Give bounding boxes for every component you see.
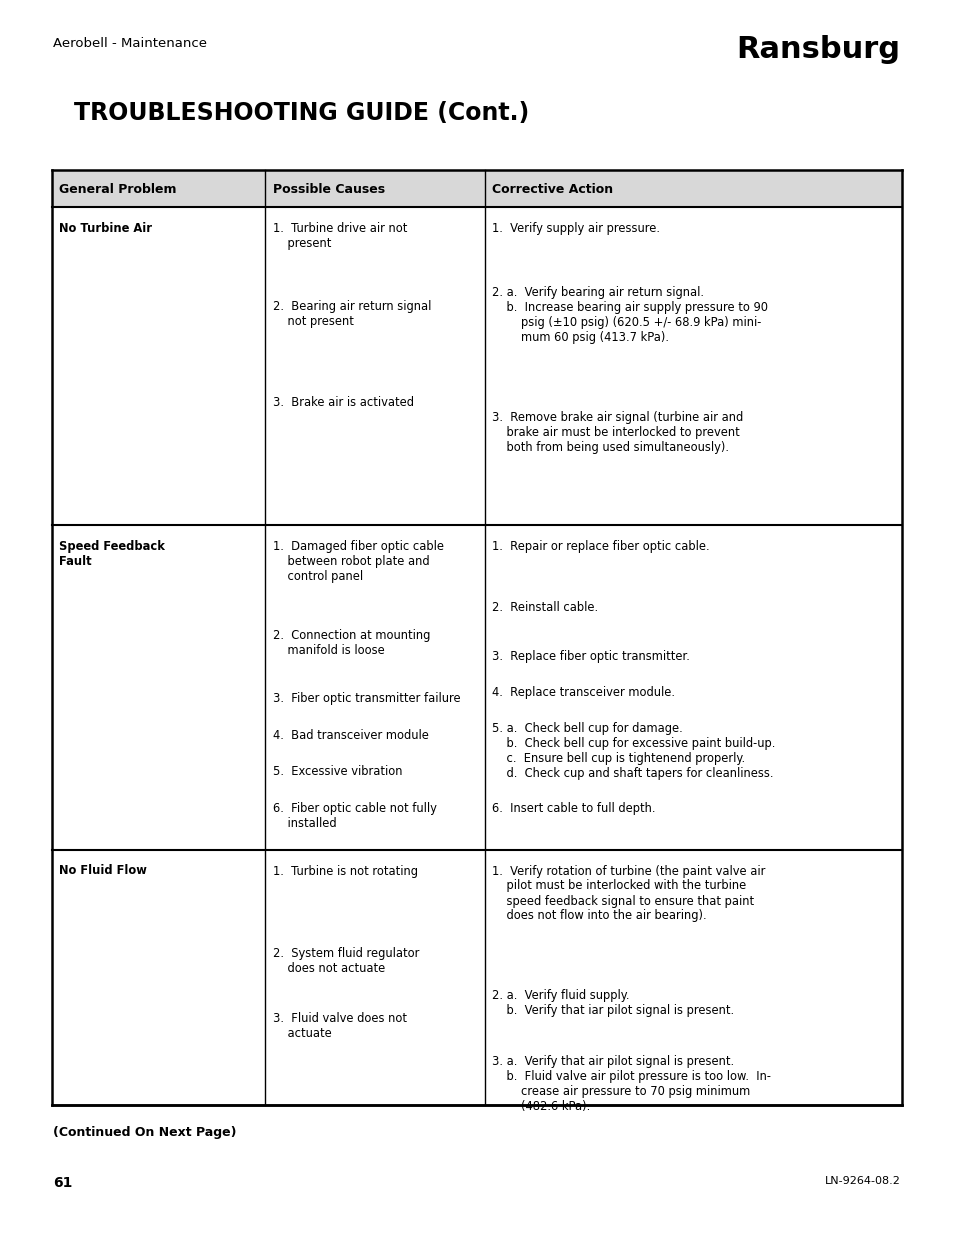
Text: 6.  Insert cable to full depth.: 6. Insert cable to full depth. — [492, 802, 655, 815]
Text: 1.  Damaged fiber optic cable
    between robot plate and
    control panel: 1. Damaged fiber optic cable between rob… — [273, 540, 443, 583]
Text: 2.  Reinstall cable.: 2. Reinstall cable. — [492, 600, 598, 614]
Text: 1.  Repair or replace fiber optic cable.: 1. Repair or replace fiber optic cable. — [492, 540, 709, 553]
Text: 3.  Brake air is activated: 3. Brake air is activated — [273, 396, 414, 410]
Text: LN-9264-08.2: LN-9264-08.2 — [823, 1176, 900, 1186]
Text: 2.  System fluid regulator
    does not actuate: 2. System fluid regulator does not actua… — [273, 946, 418, 974]
Text: Aerobell - Maintenance: Aerobell - Maintenance — [53, 37, 207, 51]
Text: TROUBLESHOOTING GUIDE (Cont.): TROUBLESHOOTING GUIDE (Cont.) — [74, 101, 529, 125]
Text: Speed Feedback
Fault: Speed Feedback Fault — [59, 540, 165, 568]
Text: No Fluid Flow: No Fluid Flow — [59, 864, 147, 878]
Text: 2.  Connection at mounting
    manifold is loose: 2. Connection at mounting manifold is lo… — [273, 630, 430, 657]
Text: 1.  Verify rotation of turbine (the paint valve air
    pilot must be interlocke: 1. Verify rotation of turbine (the paint… — [492, 864, 765, 923]
Text: Ransburg: Ransburg — [736, 35, 900, 63]
Text: 4.  Replace transceiver module.: 4. Replace transceiver module. — [492, 687, 675, 699]
Text: Corrective Action: Corrective Action — [492, 183, 613, 196]
Text: 1.  Verify supply air pressure.: 1. Verify supply air pressure. — [492, 222, 659, 236]
Text: 5.  Excessive vibration: 5. Excessive vibration — [273, 766, 402, 778]
Text: 2.  Bearing air return signal
    not present: 2. Bearing air return signal not present — [273, 300, 431, 329]
Text: 1.  Turbine is not rotating: 1. Turbine is not rotating — [273, 864, 417, 878]
Text: 1.  Turbine drive air not
    present: 1. Turbine drive air not present — [273, 222, 407, 251]
Text: 6.  Fiber optic cable not fully
    installed: 6. Fiber optic cable not fully installed — [273, 802, 436, 830]
Text: 3.  Replace fiber optic transmitter.: 3. Replace fiber optic transmitter. — [492, 650, 689, 663]
Text: No Turbine Air: No Turbine Air — [59, 222, 152, 236]
Text: 2. a.  Verify fluid supply.
    b.  Verify that iar pilot signal is present.: 2. a. Verify fluid supply. b. Verify tha… — [492, 989, 734, 1018]
Text: 3.  Fiber optic transmitter failure: 3. Fiber optic transmitter failure — [273, 693, 460, 705]
Text: 4.  Bad transceiver module: 4. Bad transceiver module — [273, 729, 428, 742]
Text: (Continued On Next Page): (Continued On Next Page) — [53, 1126, 236, 1140]
Text: 61: 61 — [53, 1176, 72, 1189]
Text: General Problem: General Problem — [59, 183, 176, 196]
Text: 2. a.  Verify bearing air return signal.
    b.  Increase bearing air supply pre: 2. a. Verify bearing air return signal. … — [492, 287, 767, 343]
Text: 3.  Remove brake air signal (turbine air and
    brake air must be interlocked t: 3. Remove brake air signal (turbine air … — [492, 410, 742, 453]
Bar — [51, 170, 902, 1105]
Text: 3.  Fluid valve does not
    actuate: 3. Fluid valve does not actuate — [273, 1013, 406, 1040]
Text: 5. a.  Check bell cup for damage.
    b.  Check bell cup for excessive paint bui: 5. a. Check bell cup for damage. b. Chec… — [492, 722, 775, 781]
Text: 3. a.  Verify that air pilot signal is present.
    b.  Fluid valve air pilot pr: 3. a. Verify that air pilot signal is pr… — [492, 1055, 770, 1113]
Bar — [51, 170, 902, 207]
Text: Possible Causes: Possible Causes — [273, 183, 385, 196]
